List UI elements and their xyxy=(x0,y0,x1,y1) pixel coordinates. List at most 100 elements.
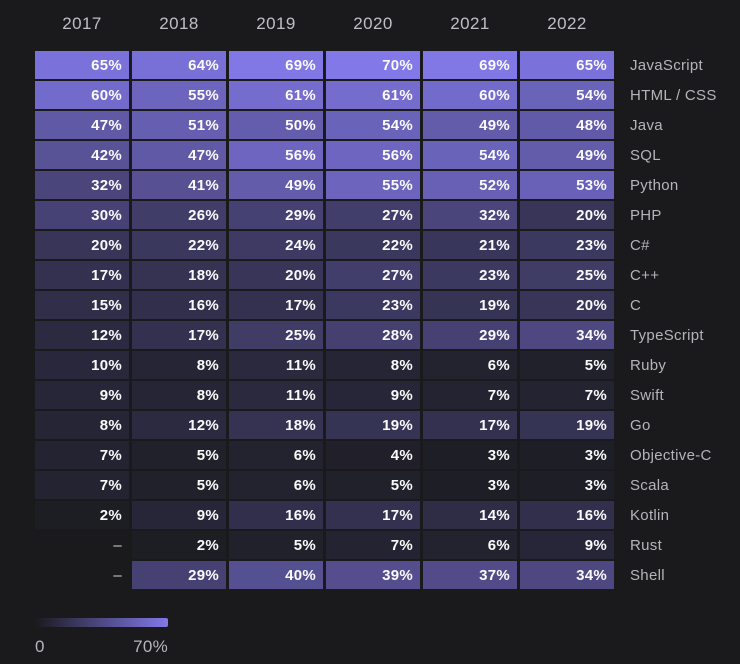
heatmap-cell: 22% xyxy=(326,231,420,259)
heatmap-cell: 19% xyxy=(423,291,517,319)
heatmap-cell: 24% xyxy=(229,231,323,259)
heatmap-cell: 7% xyxy=(326,531,420,559)
heatmap-cell: 56% xyxy=(229,141,323,169)
heatmap-cell: 5% xyxy=(520,351,614,379)
column-header-2019: 2019 xyxy=(256,14,296,33)
heatmap-cell: 8% xyxy=(35,411,129,439)
heatmap-cell: 7% xyxy=(35,471,129,499)
heatmap-cell: 55% xyxy=(132,81,226,109)
heatmap-cell: 17% xyxy=(35,261,129,289)
heatmap-cell: 49% xyxy=(423,111,517,139)
heatmap-cell: 65% xyxy=(520,51,614,79)
heatmap-cell: 60% xyxy=(35,81,129,109)
heatmap-cell: 19% xyxy=(520,411,614,439)
column-header-2020: 2020 xyxy=(353,14,393,33)
heatmap-cell: 2% xyxy=(132,531,226,559)
heatmap-cell: 3% xyxy=(423,441,517,469)
heatmap-cell: 5% xyxy=(132,441,226,469)
row-label: HTML / CSS xyxy=(630,86,717,104)
heatmap-cell: 48% xyxy=(520,111,614,139)
row-label: Ruby xyxy=(630,356,667,374)
row-label: Python xyxy=(630,176,679,194)
heatmap-cell: 3% xyxy=(520,471,614,499)
heatmap-cell: 47% xyxy=(35,111,129,139)
heatmap-cell: 17% xyxy=(326,501,420,529)
heatmap-cell: 61% xyxy=(229,81,323,109)
heatmap-cell: 11% xyxy=(229,381,323,409)
heatmap-cell: 34% xyxy=(520,561,614,589)
heatmap-cell: 8% xyxy=(132,351,226,379)
heatmap-cell: 8% xyxy=(132,381,226,409)
heatmap-cell: 15% xyxy=(35,291,129,319)
heatmap-cell: 54% xyxy=(423,141,517,169)
heatmap-cell: 27% xyxy=(326,261,420,289)
heatmap-cell: 23% xyxy=(423,261,517,289)
heatmap-cell: 17% xyxy=(423,411,517,439)
heatmap-cell: 29% xyxy=(423,321,517,349)
heatmap-cell: 37% xyxy=(423,561,517,589)
heatmap-cell: 21% xyxy=(423,231,517,259)
heatmap-cell: 11% xyxy=(229,351,323,379)
heatmap-cell: 5% xyxy=(229,531,323,559)
heatmap-cell: 7% xyxy=(423,381,517,409)
row-label: PHP xyxy=(630,206,662,224)
heatmap-cell: 12% xyxy=(35,321,129,349)
heatmap-cell: 25% xyxy=(229,321,323,349)
heatmap-cell: 6% xyxy=(229,441,323,469)
heatmap-cell: 69% xyxy=(229,51,323,79)
heatmap-cell: 23% xyxy=(520,231,614,259)
heatmap-cell: 20% xyxy=(520,201,614,229)
heatmap-cell: 69% xyxy=(423,51,517,79)
heatmap-cell: 18% xyxy=(132,261,226,289)
legend-max-label: 70% xyxy=(133,637,168,656)
heatmap-cell: 7% xyxy=(35,441,129,469)
heatmap-cell: 39% xyxy=(326,561,420,589)
row-label: Go xyxy=(630,416,651,434)
heatmap-cell: 32% xyxy=(35,171,129,199)
heatmap-cell: 23% xyxy=(326,291,420,319)
year-header-row: 2017 2018 2019 2020 2021 2022 xyxy=(35,12,614,36)
row-label: Java xyxy=(630,116,663,134)
heatmap-cell: 64% xyxy=(132,51,226,79)
heatmap-cell: 9% xyxy=(520,531,614,559)
heatmap-cell: 56% xyxy=(326,141,420,169)
heatmap-table: 65% 64% 69% 70% 69% 65% JavaScript 60% 55% 61% 61%… xyxy=(35,51,735,589)
heatmap-cell: 7% xyxy=(520,381,614,409)
row-label: SQL xyxy=(630,146,661,164)
heatmap-cell: 16% xyxy=(520,501,614,529)
heatmap-cell: 5% xyxy=(132,471,226,499)
heatmap-cell: 16% xyxy=(229,501,323,529)
heatmap-cell: 54% xyxy=(520,81,614,109)
heatmap-cell: 30% xyxy=(35,201,129,229)
heatmap-cell: 17% xyxy=(229,291,323,319)
row-label: TypeScript xyxy=(630,326,704,344)
heatmap-cell: 70% xyxy=(326,51,420,79)
heatmap-cell: 6% xyxy=(229,471,323,499)
heatmap-cell: 29% xyxy=(229,201,323,229)
row-label: Rust xyxy=(630,536,663,554)
row-label: C xyxy=(630,296,642,314)
heatmap-cell: 40% xyxy=(229,561,323,589)
heatmap-cell: 9% xyxy=(35,381,129,409)
row-label: C# xyxy=(630,236,650,254)
row-label: Shell xyxy=(630,566,665,584)
color-legend: 0 70% xyxy=(35,618,168,657)
heatmap-cell: 29% xyxy=(132,561,226,589)
heatmap-cell: 18% xyxy=(229,411,323,439)
heatmap-cell: 53% xyxy=(520,171,614,199)
row-label: C++ xyxy=(630,266,660,284)
column-header-2021: 2021 xyxy=(450,14,490,33)
column-header-2017: 2017 xyxy=(62,14,102,33)
heatmap-cell: 6% xyxy=(423,531,517,559)
legend-gradient-bar xyxy=(35,618,168,627)
heatmap-cell: 16% xyxy=(132,291,226,319)
heatmap-cell: 4% xyxy=(326,441,420,469)
heatmap-cell: 41% xyxy=(132,171,226,199)
heatmap-cell: 20% xyxy=(520,291,614,319)
heatmap-cell: 50% xyxy=(229,111,323,139)
heatmap-cell: 52% xyxy=(423,171,517,199)
row-label: Scala xyxy=(630,476,670,494)
heatmap-cell: 61% xyxy=(326,81,420,109)
heatmap-cell: 60% xyxy=(423,81,517,109)
